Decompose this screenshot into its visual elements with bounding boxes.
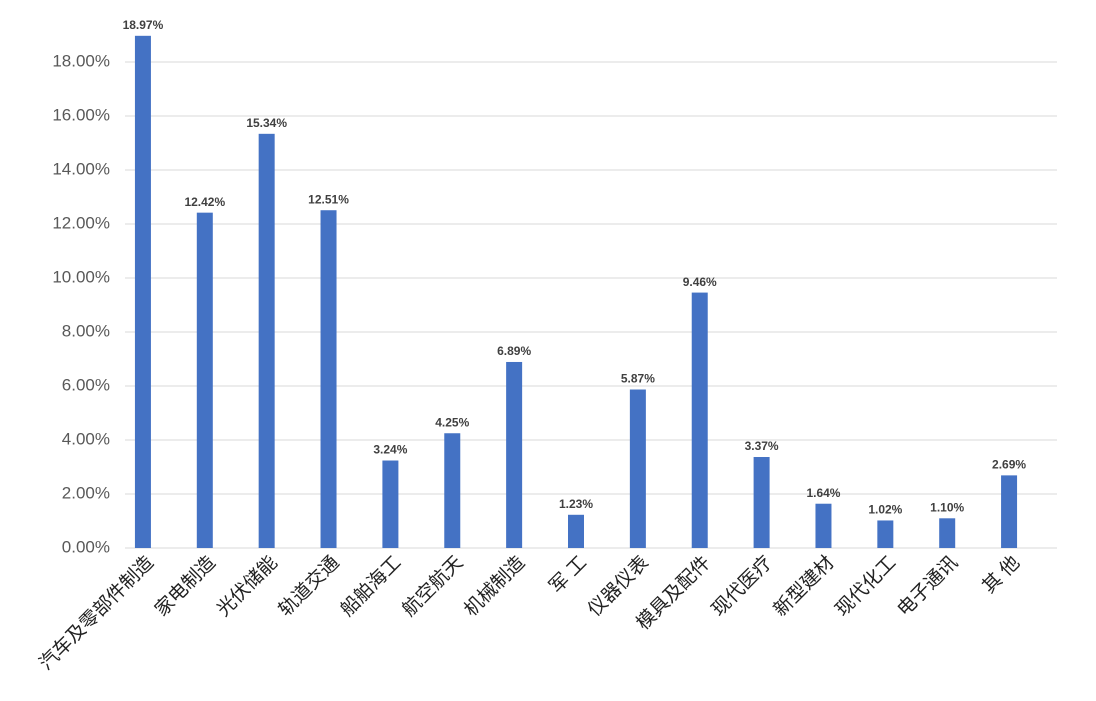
y-tick-label: 4.00% [62,429,110,448]
value-label: 15.34% [246,116,287,130]
bar [629,389,646,548]
value-label: 2.69% [992,458,1026,472]
y-tick-label: 14.00% [52,159,110,178]
x-tick-label: 现代化工 [831,552,900,621]
bar [506,361,523,548]
bar [877,520,894,548]
y-tick-label: 18.00% [52,51,110,70]
x-tick-label: 军 工 [546,552,591,597]
bar [753,457,770,548]
bar [815,503,832,548]
y-tick-label: 16.00% [52,105,110,124]
bar [691,292,708,548]
value-label: 18.97% [123,18,164,32]
value-label: 12.51% [308,192,349,206]
value-label: 4.25% [435,415,469,429]
bar [320,210,337,549]
y-tick-label: 6.00% [62,375,110,394]
value-label: 1.02% [868,503,902,517]
value-label: 1.10% [930,500,964,514]
y-tick-label: 10.00% [52,267,110,286]
bar [568,514,584,548]
x-tick-label: 航空航天 [398,552,467,621]
x-tick-label: 轨道交通 [274,552,343,621]
y-tick-label: 8.00% [62,321,110,340]
y-tick-label: 0.00% [62,537,110,556]
x-tick-label: 机械制造 [460,552,529,621]
x-tick-label: 船舶海工 [336,552,405,621]
bar [444,433,461,548]
x-tick-label: 电子通讯 [893,552,962,621]
bar [382,460,399,548]
y-tick-label: 12.00% [52,213,110,232]
value-label: 1.64% [806,486,840,500]
value-label: 9.46% [683,275,717,289]
x-tick-label: 家电制造 [151,552,220,621]
value-label: 1.23% [559,497,593,511]
value-label: 6.89% [497,344,531,358]
y-tick-label: 2.00% [62,483,110,502]
value-label: 3.37% [745,439,779,453]
bar [196,212,213,548]
value-label: 3.24% [373,443,407,457]
bar [939,518,956,548]
value-label: 12.42% [184,195,225,209]
x-tick-label: 现代医疗 [707,552,776,621]
x-tick-label: 新型建材 [769,552,838,621]
x-tick-label: 光伏储能 [212,552,281,621]
bar [134,35,151,549]
x-tick-label: 汽车及零部件制造 [35,552,158,675]
x-tick-label: 其 他 [978,552,1024,598]
bar [258,133,275,548]
bar [1001,475,1018,548]
value-label: 5.87% [621,372,655,386]
